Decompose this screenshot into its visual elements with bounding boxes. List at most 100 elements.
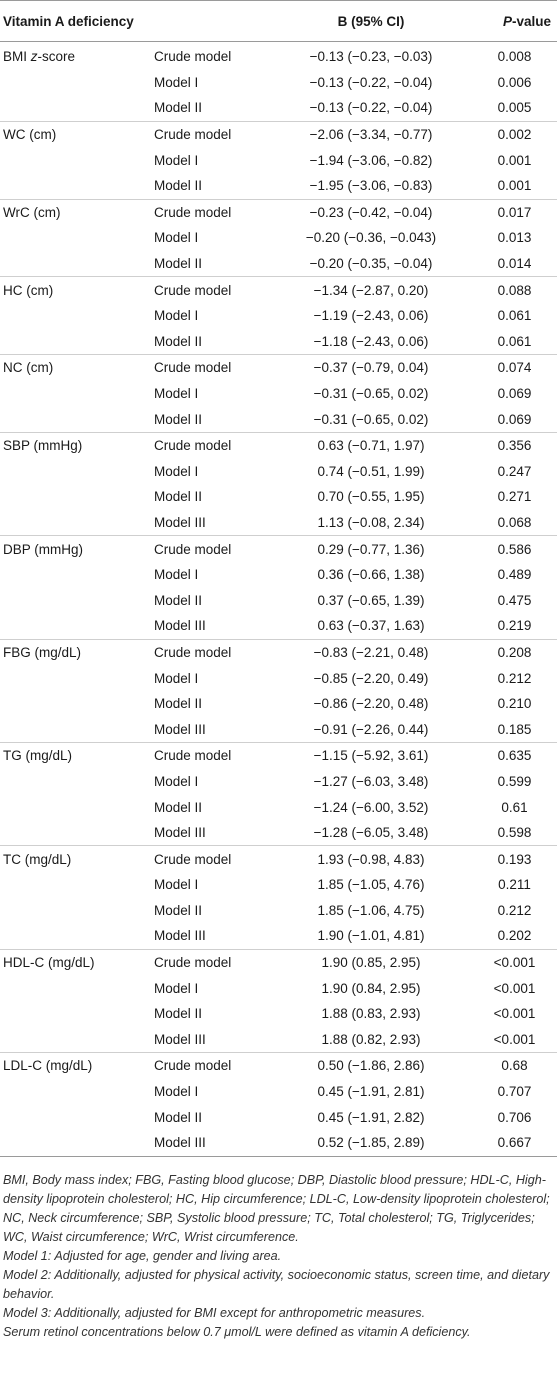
table-row: Model II 0.70 (−0.55, 1.95) 0.271 [0,484,557,510]
p-value-cell: 0.013 [497,230,532,246]
variable-cell [0,769,148,795]
variable-cell: WrC (cm) [0,198,148,226]
variable-cell: NC (cm) [0,354,148,381]
table-row: Model II 1.85 (−1.06, 4.75) 0.212 [0,898,557,924]
variable-cell [0,716,148,742]
estimate-cell: 1.85 (−1.05, 4.76) [317,877,425,893]
estimate-cell: 0.50 (−1.86, 2.86) [270,1052,473,1079]
estimate-cell: −1.27 (−6.03, 3.48) [313,773,429,789]
model-cell: Model II [154,178,203,194]
p-value-cell: 0.475 [497,592,532,608]
table-header: Vitamin A deficiency B (95% CI) P-value [0,0,557,42]
table-row: Model II −0.13 (−0.22, −0.04) 0.005 [0,95,557,121]
table-row: Model I 0.45 (−1.91, 2.81) 0.707 [0,1079,557,1105]
variable-cell [0,898,148,924]
p-value-cell: <0.001 [493,1031,536,1047]
header-vitamin-a-deficiency: Vitamin A deficiency [0,0,271,42]
variable-cell [0,665,148,691]
table-row: HC (cm) Crude model −1.34 (−2.87, 0.20) 0.0… [0,276,557,303]
variable-cell: LDL-C (mg/dL) [0,1052,148,1079]
model-cell: Model II [154,100,203,116]
estimate-cell: 0.37 (−0.65, 1.39) [317,592,425,608]
variable-cell: WC (cm) [0,120,148,148]
p-value-cell: 0.219 [497,618,532,634]
table-row: Model I 1.85 (−1.05, 4.76) 0.211 [0,872,557,898]
model-cell: Model I [154,386,199,402]
p-value-cell: 0.706 [497,1109,532,1125]
estimate-cell: 1.90 (−1.01, 4.81) [317,928,425,944]
table-row: Model I −0.20 (−0.36, −0.043) 0.013 [0,225,557,251]
p-value-cell: <0.001 [472,948,557,976]
header-b-ci: B (95% CI) [270,0,473,42]
table-row: Model I −1.94 (−3.06, −0.82) 0.001 [0,147,557,173]
model-cell: Model III [148,1129,271,1157]
table-row: Model II −1.24 (−6.00, 3.52) 0.61 [0,794,557,820]
estimate-cell: 0.45 (−1.91, 2.81) [317,1084,425,1100]
header-p-rest: -value [511,13,552,29]
table-row: Model III −0.91 (−2.26, 0.44) 0.185 [0,716,557,742]
table-row: TC (mg/dL) Crude model 1.93 (−0.98, 4.83) 0… [0,845,557,872]
estimate-cell: −0.13 (−0.23, −0.03) [309,49,433,65]
variable-cell [0,975,148,1001]
table-row: Model III 1.13 (−0.08, 2.34) 0.068 [0,510,557,536]
p-value-cell: 0.002 [472,120,557,148]
p-value-cell: 0.069 [497,386,532,402]
variable-cell [0,1001,148,1027]
estimate-cell: −0.13 (−0.22, −0.04) [309,100,433,116]
p-value-cell: 0.017 [472,198,557,226]
estimate-cell: −1.15 (−5.92, 3.61) [270,742,473,769]
model-cell: Crude model [148,276,271,303]
p-value-cell: 0.202 [497,928,532,944]
footnote: Model 3: Additionally, adjusted for BMI … [3,1305,426,1320]
variable-cell [0,225,148,251]
model-cell: Model I [154,152,199,168]
variable-cell [0,329,148,355]
variable-cell [0,95,148,121]
table-row: Model II −1.18 (−2.43, 0.06) 0.061 [0,329,557,355]
estimate-cell: −1.24 (−6.00, 3.52) [313,799,429,815]
variable-cell [0,303,148,329]
estimate-cell: 1.88 (0.83, 2.93) [321,1006,421,1022]
estimate-cell: −1.94 (−3.06, −0.82) [309,152,433,168]
model-cell: Crude model [148,431,271,459]
table-row: DBP (mmHg) Crude model 0.29 (−0.77, 1.36) 0… [0,535,557,562]
variable-cell: HDL-C (mg/dL) [0,948,148,976]
model-cell: Model II [154,333,203,349]
model-cell: Model I [154,773,199,789]
variable-cell: DBP (mmHg) [0,535,148,562]
footnote: Model 2: Additionally, adjusted for phys… [3,1267,550,1301]
estimate-cell: 0.45 (−1.91, 2.82) [317,1109,425,1125]
model-cell: Crude model [148,535,271,562]
p-value-cell: 0.271 [497,489,532,505]
p-value-cell: 0.074 [472,354,557,381]
model-cell: Model II [154,592,203,608]
variable-cell [0,1079,148,1105]
estimate-cell: 0.36 (−0.66, 1.38) [317,567,425,583]
estimate-cell: −0.13 (−0.22, −0.04) [309,74,433,90]
p-value-cell: 0.001 [497,178,532,194]
p-value-cell: 0.069 [497,411,532,427]
footnote: Serum retinol concentrations below 0.7 μ… [3,1324,471,1339]
p-value-cell: 0.211 [498,877,531,893]
table-row: Model I 0.36 (−0.66, 1.38) 0.489 [0,562,557,588]
variable-cell [0,484,148,510]
model-cell: Crude model [154,49,232,65]
p-value-cell: 0.61 [501,799,528,815]
p-value-cell: 0.008 [497,49,532,65]
p-value-cell: 0.599 [497,773,532,789]
p-value-cell: 0.667 [472,1129,557,1157]
variable-cell [0,923,148,949]
table-row: Model II −0.86 (−2.20, 0.48) 0.210 [0,691,557,717]
estimate-cell: −0.20 (−0.36, −0.043) [305,230,437,246]
estimate-cell: −1.34 (−2.87, 0.20) [270,276,473,303]
table-row: Model I −0.31 (−0.65, 0.02) 0.069 [0,381,557,407]
variable-cell [0,794,148,820]
model-cell: Crude model [148,120,271,148]
table-row: Model I 0.74 (−0.51, 1.99) 0.247 [0,459,557,485]
p-value-cell: 0.212 [497,902,532,918]
model-cell: Model II [154,256,203,272]
p-value-cell: 0.193 [472,845,557,872]
variable-cell [0,173,148,199]
estimate-cell: 1.88 (0.82, 2.93) [321,1031,421,1047]
estimate-cell: −0.31 (−0.65, 0.02) [313,411,429,427]
